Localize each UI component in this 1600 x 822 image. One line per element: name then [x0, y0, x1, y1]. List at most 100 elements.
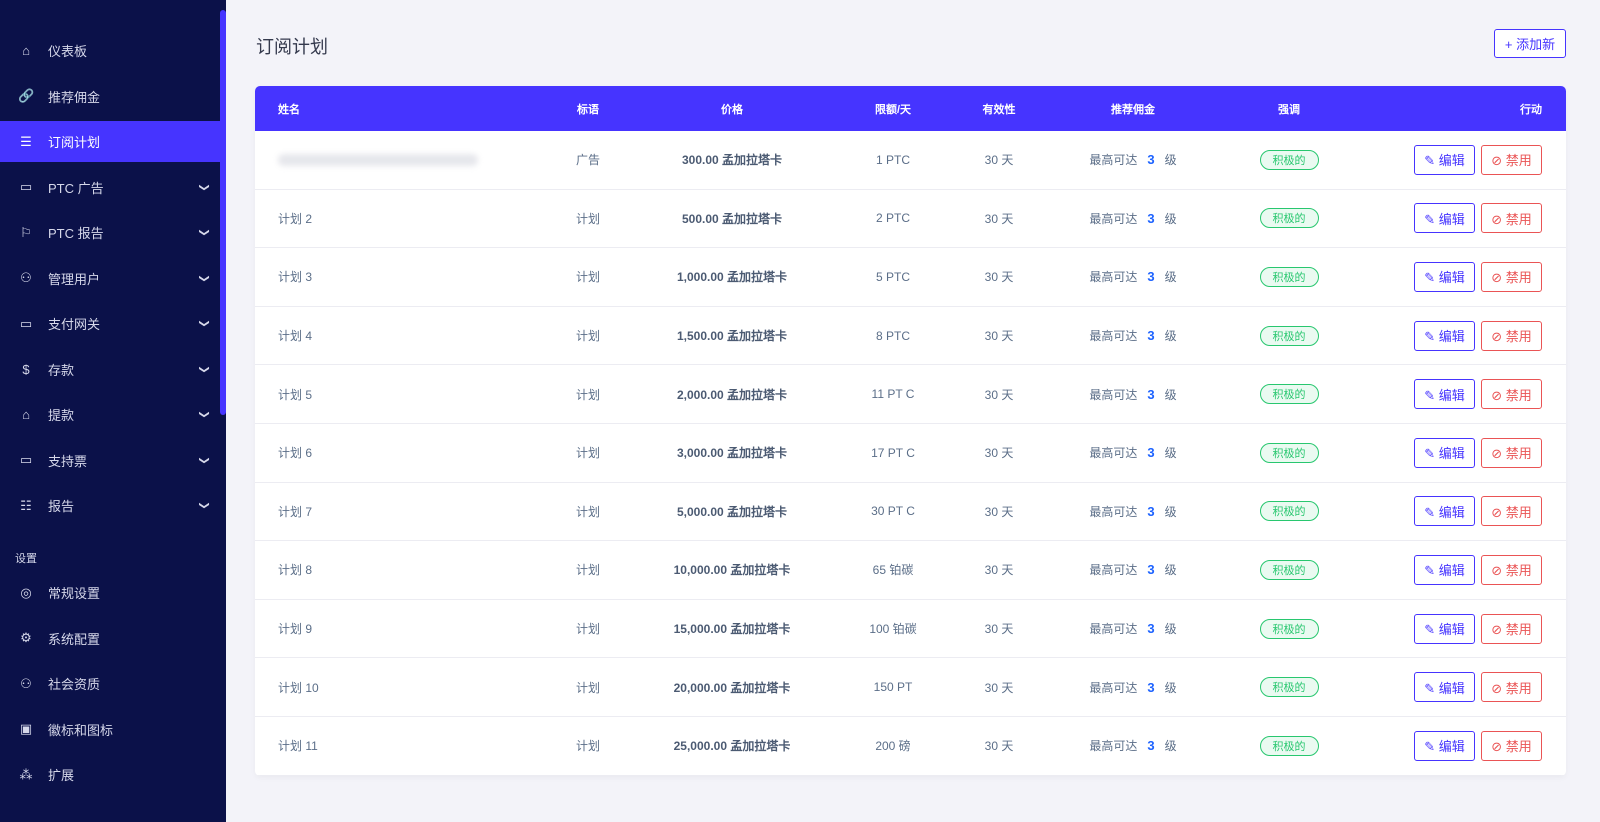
disable-button[interactable]: ⊘ 禁用 [1481, 379, 1542, 410]
sidebar: 设置 ⌂ 仪表板 🔗 推荐佣金 ☰ 订阅计划 ▭ PTC 广告 ❯ ⚐ PTC 报告 ❯ ⚇ 管理用户 ❯ ▭… [0, 0, 220, 822]
sidebar-item[interactable]: ⚐ PTC 报告 ❯ [0, 212, 220, 253]
status-badge: 积极的 [1259, 149, 1319, 170]
column-header: 标语 [577, 103, 599, 116]
plan-slogan: 计划 [575, 387, 600, 402]
commission-level: 3 [1147, 738, 1155, 754]
edit-button[interactable]: ✎ 编辑 [1414, 320, 1475, 351]
home-icon: ⌂ [22, 43, 30, 58]
gear-icon: ⚙ [20, 630, 32, 645]
plan-validity: 30 天 [984, 504, 1014, 519]
sidebar-item-label: 系统配置 [48, 631, 101, 647]
plan-name: 计划 4 [278, 329, 313, 344]
invoice-dollar-icon: $ [22, 361, 30, 377]
edit-button[interactable]: ✎ 编辑 [1414, 144, 1475, 175]
sidebar-item-label: 存款 [48, 362, 75, 378]
chevron-down-icon: ❯ [198, 501, 210, 510]
commission-prefix: 最高可达 [1089, 329, 1138, 344]
commission-prefix: 最高可达 [1089, 680, 1138, 695]
disable-button[interactable]: ⊘ 禁用 [1481, 144, 1542, 175]
credit-card-icon: ▭ [19, 315, 33, 331]
edit-button[interactable]: ✎ 编辑 [1414, 203, 1475, 234]
commission-suffix: 级 [1164, 153, 1177, 168]
disable-button[interactable]: ⊘ 禁用 [1481, 496, 1542, 527]
bank-icon: ⌂ [22, 407, 30, 422]
plan-validity: 30 天 [984, 563, 1014, 578]
commission-level: 3 [1147, 679, 1155, 695]
sidebar-item[interactable]: 🔗 推荐佣金 [0, 76, 220, 117]
plan-price: 15,000.00 孟加拉塔卡 [673, 622, 791, 637]
sidebar-item[interactable]: ▭ 支付网关 ❯ [0, 303, 220, 344]
plan-limit: 150 PT [873, 680, 913, 695]
plan-name: 计划 2 [278, 211, 313, 226]
sidebar-item[interactable]: ☰ 订阅计划 [0, 121, 220, 162]
table-row: 计划 8 计划 10,000.00 孟加拉塔卡 65 铂碳 30 天 最高可达 3… [255, 541, 1566, 600]
table-row: 计划 7 计划 5,000.00 孟加拉塔卡 30 PT C 30 天 最高可达… [255, 483, 1566, 542]
disable-button[interactable]: ⊘ 禁用 [1481, 320, 1542, 351]
commission-prefix: 最高可达 [1089, 153, 1138, 168]
plan-price: 3,000.00 孟加拉塔卡 [676, 446, 788, 461]
disable-button[interactable]: ⊘ 禁用 [1481, 613, 1542, 644]
edit-button[interactable]: ✎ 编辑 [1414, 379, 1475, 410]
disable-button[interactable]: ⊘ 禁用 [1481, 203, 1542, 234]
edit-button[interactable]: ✎ 编辑 [1414, 554, 1475, 585]
disable-button[interactable]: ⊘ 禁用 [1481, 437, 1542, 468]
commission-prefix: 最高可达 [1089, 504, 1138, 519]
edit-button[interactable]: ✎ 编辑 [1414, 261, 1475, 292]
commission-level: 3 [1147, 152, 1155, 168]
column-header: 强调 [1278, 103, 1300, 116]
edit-button[interactable]: ✎ 编辑 [1414, 437, 1475, 468]
plan-name: 计划 7 [278, 504, 313, 519]
sidebar-item[interactable]: ⚙ 系统配置 [0, 618, 220, 659]
add-new-button[interactable]: + 添加新 [1494, 29, 1566, 58]
sidebar-item-label: 支付网关 [48, 317, 101, 332]
plan-validity: 30 天 [984, 739, 1014, 754]
status-badge: 积极的 [1259, 501, 1319, 522]
sidebar-item[interactable]: ⌂ 提款 ❯ [0, 394, 220, 435]
disable-button[interactable]: ⊘ 禁用 [1481, 261, 1542, 292]
edit-button[interactable]: ✎ 编辑 [1414, 613, 1475, 644]
sidebar-item[interactable]: ▭ PTC 广告 ❯ [0, 167, 220, 208]
commission-suffix: 级 [1164, 739, 1177, 754]
table-body: 广告 300.00 孟加拉塔卡 1 PTC 30 天 最高可达 3 级 积极的 ✎ … [255, 131, 1566, 776]
commission-suffix: 级 [1164, 504, 1177, 519]
table-row: 计划 9 计划 15,000.00 孟加拉塔卡 100 铂碳 30 天 最高可达… [255, 600, 1566, 659]
edit-button[interactable]: ✎ 编辑 [1414, 730, 1475, 761]
plan-slogan: 广告 [575, 153, 600, 168]
plan-limit: 1 PTC [875, 152, 910, 167]
plan-price: 2,000.00 孟加拉塔卡 [676, 387, 788, 402]
sidebar-item-label: 扩展 [48, 768, 75, 783]
edit-button[interactable]: ✎ 编辑 [1414, 672, 1475, 703]
status-badge: 积极的 [1259, 677, 1319, 698]
chevron-down-icon: ❯ [198, 182, 210, 192]
sidebar-item[interactable]: ▭ 支持票 ❯ [0, 440, 220, 481]
plan-name: 计划 8 [278, 563, 313, 578]
plan-price: 1,500.00 孟加拉塔卡 [676, 329, 788, 344]
sidebar-item[interactable]: ☷ 报告 ❯ [0, 485, 220, 526]
link-icon: 🔗 [18, 88, 35, 103]
sidebar-item[interactable]: ⁂ 扩展 [0, 754, 220, 795]
sidebar-scrollbar[interactable] [220, 10, 226, 415]
plan-limit: 30 PT C [871, 504, 915, 519]
plan-limit: 100 铂碳 [869, 622, 917, 637]
sidebar-item[interactable]: $ 存款 ❯ [0, 349, 220, 390]
status-badge: 积极的 [1259, 266, 1319, 287]
sidebar-item[interactable]: ⌂ 仪表板 [0, 30, 220, 71]
plan-slogan: 计划 [575, 739, 600, 754]
edit-button[interactable]: ✎ 编辑 [1414, 496, 1475, 527]
plan-name-blurred [278, 153, 478, 166]
column-header: 有效性 [982, 103, 1016, 116]
commission-level: 3 [1147, 210, 1155, 226]
column-header: 价格 [721, 103, 743, 116]
sidebar-item[interactable]: ▣ 徽标和图标 [0, 709, 220, 750]
disable-button[interactable]: ⊘ 禁用 [1481, 554, 1542, 585]
disable-button[interactable]: ⊘ 禁用 [1481, 730, 1542, 761]
ad-icon: ▭ [19, 179, 33, 194]
disable-button[interactable]: ⊘ 禁用 [1481, 672, 1542, 703]
commission-level: 3 [1147, 328, 1155, 344]
sidebar-item[interactable]: ◎ 常规设置 [0, 572, 220, 613]
sidebar-item[interactable]: ⚇ 管理用户 ❯ [0, 258, 220, 299]
plan-limit: 8 PTC [875, 328, 910, 343]
plan-price: 10,000.00 孟加拉塔卡 [673, 563, 791, 578]
sidebar-item[interactable]: ⚇ 社会资质 [0, 663, 220, 704]
commission-suffix: 级 [1164, 622, 1177, 637]
